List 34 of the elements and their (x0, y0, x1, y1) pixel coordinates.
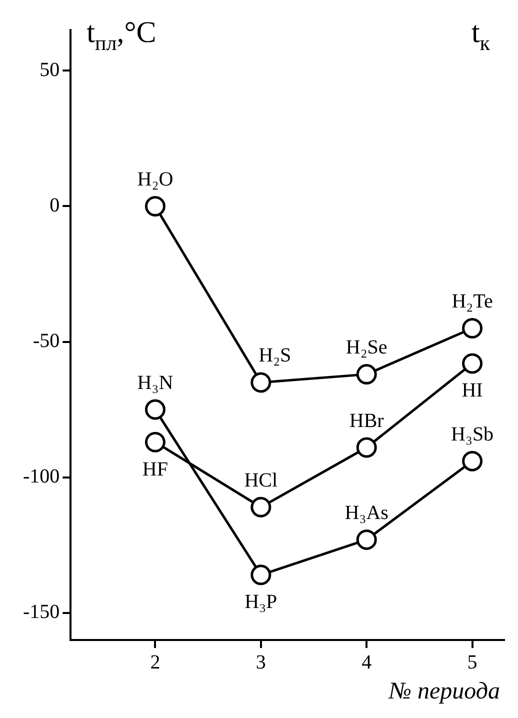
annotation: H₃As (344, 502, 389, 524)
point (144, 196, 166, 216)
x-tick-label: 2 (150, 651, 160, 674)
y-tick-label: 50 (40, 58, 60, 81)
annotation: HBr (349, 410, 384, 432)
annotation: H₂Se (346, 336, 388, 359)
y-tick-label: -150 (22, 601, 60, 624)
annotation: H₂S (258, 344, 292, 367)
point (356, 529, 377, 550)
point (462, 353, 483, 374)
annotation: H₂Te (452, 290, 493, 312)
point (462, 318, 483, 338)
x-tick-label: 5 (467, 651, 478, 674)
y-tick-label: -100 (22, 466, 60, 488)
annotation: H₃P (244, 591, 278, 614)
point (144, 399, 166, 420)
annotation: HCl (244, 469, 278, 492)
point (144, 432, 166, 452)
x-axis-title: № периода (388, 678, 500, 704)
y-tick-label: -50 (32, 330, 60, 352)
annotation: H₃N (137, 372, 174, 394)
annotation: H₃Sb (451, 423, 494, 446)
point (356, 437, 377, 458)
point (250, 372, 272, 393)
point (250, 496, 272, 518)
x-tick-label: 3 (256, 651, 266, 674)
point (462, 450, 483, 472)
annotation: HF (142, 458, 168, 480)
point (250, 564, 272, 586)
y-tick-label: 0 (50, 194, 60, 216)
annotation: H₂O (137, 168, 174, 190)
x-tick-label: 4 (362, 651, 372, 674)
point (356, 364, 377, 385)
annotation: HI (462, 380, 483, 402)
